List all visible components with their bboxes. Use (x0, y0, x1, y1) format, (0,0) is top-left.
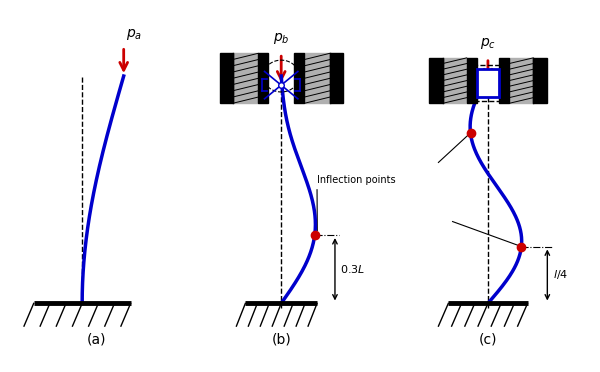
Text: $0.3L$: $0.3L$ (340, 263, 365, 275)
Polygon shape (443, 58, 467, 103)
Text: $p_b$: $p_b$ (273, 32, 289, 46)
Polygon shape (499, 58, 509, 103)
Bar (474, 65, 502, 101)
Text: $p_c$: $p_c$ (480, 36, 496, 51)
Polygon shape (258, 53, 268, 103)
Polygon shape (294, 53, 304, 103)
Text: (a): (a) (86, 333, 106, 347)
Polygon shape (330, 53, 343, 103)
Text: $p_a$: $p_a$ (127, 27, 143, 42)
Polygon shape (233, 53, 258, 103)
Text: (c): (c) (479, 333, 497, 347)
Bar (476, 69, 499, 96)
Polygon shape (220, 53, 233, 103)
Polygon shape (533, 58, 547, 103)
Text: (b): (b) (271, 333, 291, 347)
Polygon shape (428, 58, 443, 103)
Polygon shape (304, 53, 330, 103)
Polygon shape (467, 58, 476, 103)
Text: $l/4$: $l/4$ (553, 269, 568, 282)
Polygon shape (509, 58, 533, 103)
Text: Inflection points: Inflection points (317, 175, 395, 185)
